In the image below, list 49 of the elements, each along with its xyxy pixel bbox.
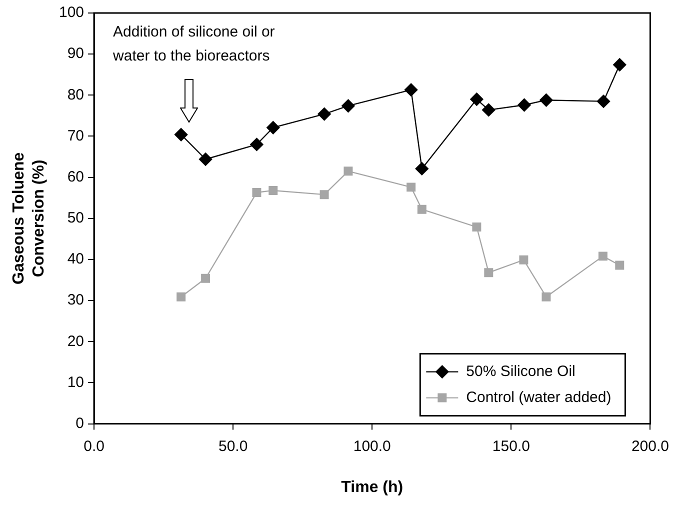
point xyxy=(342,99,355,112)
point xyxy=(266,121,280,134)
y-tick-label: 40 xyxy=(67,250,84,268)
point xyxy=(482,103,496,117)
point xyxy=(542,292,551,302)
y-tick-label: 0 xyxy=(76,414,84,432)
y-tick-label: 20 xyxy=(67,332,84,350)
point xyxy=(268,186,278,195)
point xyxy=(598,252,608,261)
point xyxy=(540,93,553,107)
point xyxy=(344,166,353,176)
point xyxy=(596,94,610,108)
point xyxy=(404,83,418,96)
point xyxy=(406,182,416,192)
y-tick-label: 90 xyxy=(67,45,84,62)
legend-label: 50% Silicone Oil xyxy=(466,362,576,380)
y-tick-label: 60 xyxy=(67,168,84,186)
y-tick-label: 30 xyxy=(67,292,84,309)
x-tick-label: 200.0 xyxy=(631,438,670,455)
x-tick-label: 100.0 xyxy=(353,438,391,455)
point xyxy=(615,260,624,270)
point xyxy=(320,190,329,200)
point xyxy=(174,128,188,142)
point xyxy=(472,222,482,232)
point xyxy=(318,107,331,121)
point xyxy=(250,138,264,152)
x-tick-label: 0.0 xyxy=(84,438,104,455)
point xyxy=(252,188,262,198)
point xyxy=(518,98,531,112)
point xyxy=(415,162,429,176)
y-tick-label: 10 xyxy=(67,374,84,391)
y-tick-label: 70 xyxy=(67,127,84,144)
x-axis-title: Time (h) xyxy=(341,478,404,496)
point xyxy=(519,255,528,264)
point xyxy=(201,274,210,283)
y-tick-label: 50 xyxy=(67,210,84,227)
point xyxy=(613,58,626,72)
point xyxy=(470,92,484,106)
x-tick-label: 50.0 xyxy=(218,438,248,455)
annotation: Addition of silicone oil or water to the bioreactors xyxy=(112,24,275,65)
point xyxy=(484,268,494,278)
point xyxy=(417,204,426,214)
y-tick-label: 100 xyxy=(58,4,84,22)
y-tick-label: 80 xyxy=(67,86,84,104)
x-tick-label: 150.0 xyxy=(492,438,530,455)
legend-label: Control (water added) xyxy=(466,388,612,406)
point xyxy=(198,152,212,166)
y-axis-title: Gaseous Toluene Conversion (%) xyxy=(10,152,48,284)
point xyxy=(176,292,186,302)
